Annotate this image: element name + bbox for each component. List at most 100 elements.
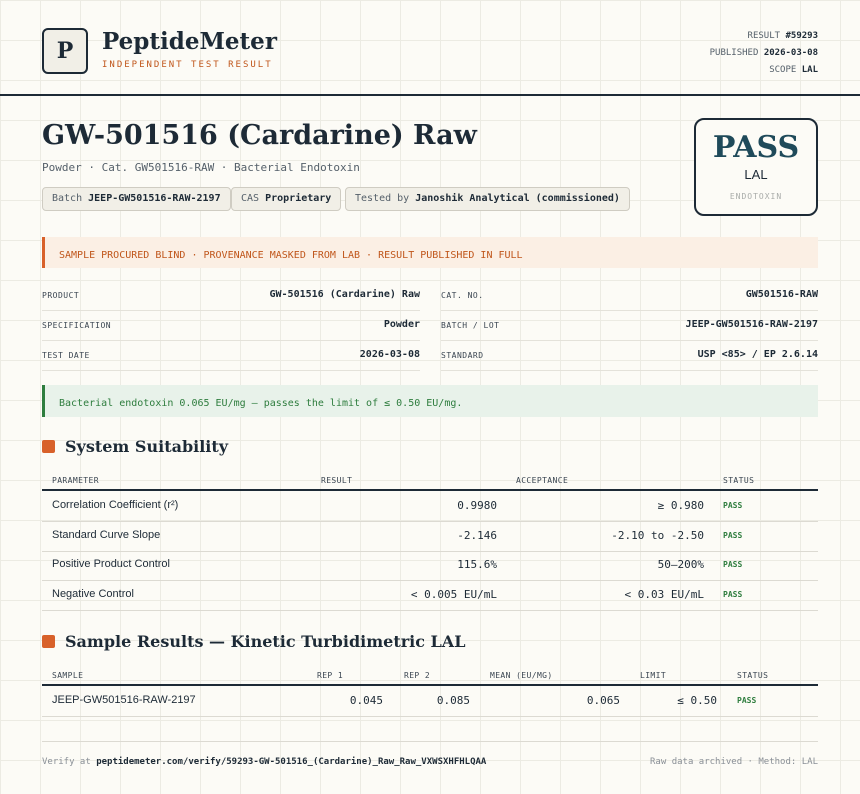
chip-value: JEEP-GW501516-RAW-2197 xyxy=(88,193,221,204)
table-cell: 0.065 xyxy=(586,694,620,707)
table-header-rule xyxy=(42,684,818,686)
table-cell: ≥ 0.980 xyxy=(657,499,704,512)
detail-rule xyxy=(42,310,420,311)
table-row-rule xyxy=(42,716,818,717)
table-header: LIMIT xyxy=(640,671,667,680)
meta-label: PUBLISHED xyxy=(709,48,759,58)
table-row-rule xyxy=(42,609,818,611)
notice: SAMPLE PROCURED BLIND · PROVENANCE MASKE… xyxy=(42,237,818,268)
table-header: REP 2 xyxy=(404,671,431,680)
detail-rule xyxy=(441,310,818,311)
detail-value: JEEP-GW501516-RAW-2197 xyxy=(685,319,818,330)
detail-rule xyxy=(441,340,818,341)
table-cell: 50–200% xyxy=(657,558,704,571)
table-cell: 0.045 xyxy=(349,694,383,707)
table-header: SAMPLE xyxy=(52,671,84,680)
chip-value: Proprietary xyxy=(265,193,332,204)
detail-label: BATCH / LOT xyxy=(441,321,500,330)
detail-value: USP <85> / EP 2.6.14 xyxy=(697,349,818,360)
title: GW-501516 (Cardarine) Raw xyxy=(42,120,477,151)
footer-rule xyxy=(42,741,818,742)
table-header-rule xyxy=(42,489,818,491)
chip-label: CAS xyxy=(241,193,260,204)
table-cell: JEEP-GW501516-RAW-2197 xyxy=(52,694,196,706)
stamp: PASS LAL ENDOTOXIN xyxy=(694,118,818,216)
conclusion: Bacterial endotoxin 0.065 EU/mg — passes… xyxy=(42,385,818,417)
table-header: ACCEPTANCE xyxy=(516,476,569,485)
table-cell: -2.146 xyxy=(457,528,497,542)
chip: Batch JEEP-GW501516-RAW-2197 xyxy=(42,187,231,211)
detail-value: GW501516-RAW xyxy=(745,289,818,300)
meta: RESULT #59293 PUBLISHED 2026-03-08 SCOPE… xyxy=(710,28,818,79)
meta-value: 2026-03-08 xyxy=(763,48,818,58)
table-cell: -2.10 to -2.50 xyxy=(611,528,704,542)
footer-prefix: Verify at xyxy=(42,757,91,767)
table-cell: < 0.005 EU/mL xyxy=(410,587,497,601)
stamp-scope: LAL xyxy=(744,167,768,182)
tagline: INDEPENDENT TEST RESULT xyxy=(102,60,273,70)
chip-label: Batch xyxy=(52,193,83,204)
detail-rule xyxy=(441,370,818,371)
table-header: PARAMETER xyxy=(52,476,99,485)
meta-value: LAL xyxy=(801,65,818,75)
conclusion-text: Bacterial endotoxin 0.065 EU/mg — passes… xyxy=(59,398,463,409)
detail-label: PRODUCT xyxy=(42,291,80,300)
detail-label: STANDARD xyxy=(441,351,484,360)
table-cell: Negative Control xyxy=(52,587,134,600)
table-cell: Standard Curve Slope xyxy=(52,528,161,541)
footer-note: Raw data archived · Method: LAL xyxy=(650,757,818,767)
status: PASS xyxy=(723,589,743,599)
table-cell: 115.6% xyxy=(457,558,497,571)
chip: Tested by Janoshik Analytical (commissio… xyxy=(345,187,630,211)
stamp-verdict: PASS xyxy=(712,130,800,165)
table-header: RESULT xyxy=(321,476,353,485)
footer-verify: Verify at peptidemeter.com/verify/59293-… xyxy=(42,757,486,767)
meta-row: PUBLISHED 2026-03-08 xyxy=(710,45,818,62)
chip-value: Janoshik Analytical (commissioned) xyxy=(415,193,620,204)
status: PASS xyxy=(723,530,743,540)
header-rule xyxy=(0,94,860,96)
chip: CAS Proprietary xyxy=(231,187,342,211)
section-marker xyxy=(42,635,55,648)
table-cell: 0.9980 xyxy=(457,499,497,512)
table-row-rule xyxy=(42,550,818,552)
stamp-note: ENDOTOXIN xyxy=(729,192,783,201)
detail-label: CAT. NO. xyxy=(441,291,484,300)
chip-label: Tested by xyxy=(355,193,410,204)
detail-value: 2026-03-08 xyxy=(359,349,420,360)
table-header: STATUS xyxy=(737,671,769,680)
footer-url: peptidemeter.com/verify/59293-GW-501516_… xyxy=(96,757,487,767)
table-row-rule xyxy=(42,521,818,522)
table-header: MEAN (EU/MG) xyxy=(490,671,553,680)
status: PASS xyxy=(737,696,757,705)
table-cell: Correlation Coefficient (r²) xyxy=(52,499,179,511)
meta-label: SCOPE xyxy=(769,65,797,75)
meta-row: SCOPE LAL xyxy=(710,62,818,79)
section-title: Sample Results — Kinetic Turbidimetric L… xyxy=(65,632,466,651)
table-cell: ≤ 0.50 xyxy=(677,694,717,707)
section-marker xyxy=(42,440,55,453)
brand: PeptideMeter xyxy=(102,28,277,55)
table-cell: Positive Product Control xyxy=(52,558,170,570)
section-title: System Suitability xyxy=(65,437,229,456)
table-header: REP 1 xyxy=(317,671,344,680)
detail-rule xyxy=(42,370,420,371)
status: PASS xyxy=(723,501,743,510)
notice-text: SAMPLE PROCURED BLIND · PROVENANCE MASKE… xyxy=(59,250,523,261)
detail-label: TEST DATE xyxy=(42,351,90,360)
table-header: STATUS xyxy=(723,476,755,485)
subtitle: Powder · Cat. GW501516-RAW · Bacterial E… xyxy=(42,161,360,174)
table-cell: < 0.03 EU/mL xyxy=(624,587,704,601)
table-row-rule xyxy=(42,580,818,581)
table-cell: 0.085 xyxy=(436,694,470,707)
detail-value: Powder xyxy=(383,319,420,330)
meta-value: #59293 xyxy=(785,31,818,41)
meta-row: RESULT #59293 xyxy=(710,28,818,45)
status: PASS xyxy=(723,560,743,569)
detail-label: SPECIFICATION xyxy=(42,321,112,330)
detail-rule xyxy=(42,340,420,341)
logo: P xyxy=(42,28,88,74)
meta-label: RESULT xyxy=(747,31,781,41)
detail-value: GW-501516 (Cardarine) Raw xyxy=(269,289,420,300)
